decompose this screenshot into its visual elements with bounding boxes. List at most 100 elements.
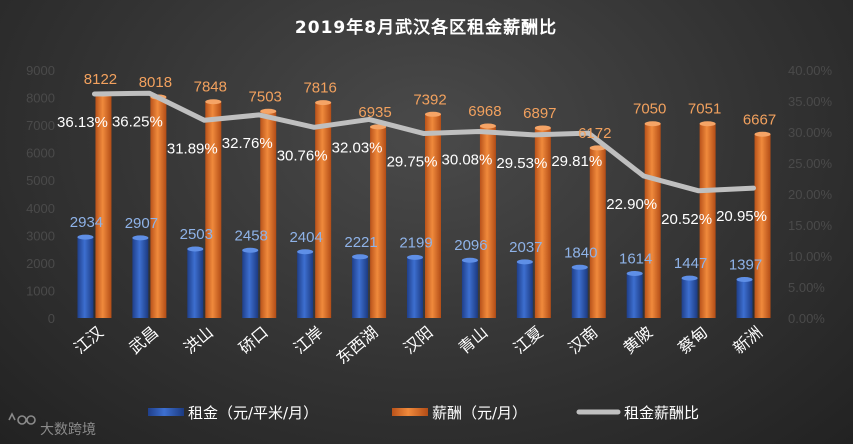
ratio-data-label: 36.13% <box>57 114 108 131</box>
y-left-tick-label: 3000 <box>26 228 55 243</box>
salary-bar-cap <box>754 131 771 137</box>
y-right-tick-label: 20.00% <box>788 187 833 202</box>
rent-bar <box>132 237 149 318</box>
watermark-logo-icon <box>8 412 36 425</box>
data-labels: 2934 8122 2907 8018 2503 7848 2458 7503 2404 7816… <box>57 71 776 273</box>
category-label: 江岸 <box>290 323 327 358</box>
watermark-text: 大数跨境 <box>40 422 96 438</box>
rent-bar-cap <box>132 235 149 241</box>
y-right-tick-label: 15.00% <box>788 218 833 233</box>
ratio-data-label: 29.81% <box>551 153 602 170</box>
rent-bar <box>407 257 423 318</box>
ratio-data-label: 20.95% <box>716 208 767 225</box>
rent-bar-cap <box>297 249 314 255</box>
salary-bar <box>370 126 387 318</box>
rent-bar-cap <box>681 275 698 281</box>
ratio-data-label: 22.90% <box>606 196 657 213</box>
rent-bar <box>352 256 369 318</box>
category-label: 江汉 <box>70 323 107 358</box>
salary-data-label: 7848 <box>194 79 227 96</box>
legend-label-rent: 租金（元/平米/月） <box>188 404 318 422</box>
rent-bar <box>626 273 643 318</box>
chart-title: 2019年8月武汉各区租金薪酬比 <box>295 17 557 38</box>
y-right-tick-label: 30.00% <box>788 125 833 140</box>
salary-bar <box>260 111 277 318</box>
y-right-tick-label: 5.00% <box>788 280 825 295</box>
legend-label-salary: 薪酬（元/月） <box>432 404 527 422</box>
rent-data-label: 2907 <box>125 215 158 232</box>
rent-bar <box>242 250 259 318</box>
ratio-data-label: 30.08% <box>441 152 492 169</box>
rent-bar <box>571 267 588 318</box>
y-right-tick-label: 35.00% <box>788 94 833 109</box>
salary-bar-cap <box>425 111 441 117</box>
category-label: 蔡甸 <box>674 323 711 358</box>
salary-bar-cap <box>534 125 551 131</box>
rent-data-label: 1614 <box>619 251 652 268</box>
salary-data-label: 6935 <box>358 104 391 121</box>
salary-bar-cap <box>644 121 661 127</box>
rent-bar <box>681 278 698 318</box>
rent-bar-cap <box>461 257 478 263</box>
category-label: 洪山 <box>180 323 217 358</box>
salary-bar <box>479 125 496 318</box>
rent-data-label: 1447 <box>674 255 707 272</box>
salary-bar <box>589 147 606 318</box>
legend-label-ratio: 租金薪酬比 <box>624 404 699 422</box>
rent-bar-cap <box>407 254 423 260</box>
y-left-tick-label: 5000 <box>26 173 55 188</box>
category-label: 汉阳 <box>400 323 437 358</box>
rent-bar-cap <box>77 234 94 240</box>
salary-data-label: 6667 <box>743 111 776 128</box>
salary-bar-cap <box>699 121 716 127</box>
category-label: 新洲 <box>729 323 766 358</box>
salary-bar <box>95 94 112 318</box>
ratio-line <box>91 90 757 194</box>
salary-bar <box>644 123 661 318</box>
rent-data-label: 2199 <box>399 234 432 251</box>
x-axis: 江汉 武昌 洪山 硚口 江岸 东西湖 汉阳 青山 江夏 汉南 黄陂 蔡甸 新洲 <box>70 323 766 368</box>
y-right-tick-label: 10.00% <box>788 249 833 264</box>
category-label: 青山 <box>455 323 492 358</box>
salary-bar-cap <box>315 100 332 106</box>
salary-data-label: 6172 <box>578 125 611 142</box>
salary-data-label: 6897 <box>523 105 556 122</box>
rent-data-label: 2096 <box>454 237 487 254</box>
salary-bar <box>425 114 441 319</box>
salary-bar <box>150 97 167 318</box>
rent-data-label: 2037 <box>509 239 542 256</box>
ratio-data-label: 29.75% <box>387 154 438 171</box>
y-right-tick-label: 25.00% <box>788 156 833 171</box>
y-left-tick-label: 7000 <box>26 118 55 133</box>
rent-bar-cap <box>242 247 259 253</box>
salary-data-label: 7503 <box>249 88 282 105</box>
category-label: 汉南 <box>565 323 602 358</box>
salary-bar <box>699 123 716 318</box>
y-right-tick-label: 40.00% <box>788 63 833 78</box>
salary-bar <box>754 134 771 318</box>
ratio-data-label: 20.52% <box>661 211 712 228</box>
salary-bar <box>315 102 332 318</box>
bars <box>77 91 771 319</box>
category-label: 硚口 <box>235 323 272 358</box>
watermark: 大数跨境 <box>8 412 96 438</box>
category-label: 东西湖 <box>333 323 382 368</box>
rent-bar-cap <box>571 264 588 270</box>
rent-bar-cap <box>626 271 643 277</box>
y-left-tick-label: 0 <box>48 311 55 326</box>
salary-bar-cap <box>479 123 496 129</box>
rent-data-label: 2934 <box>70 214 103 231</box>
rent-bar <box>297 251 314 318</box>
rent-data-label: 2221 <box>344 234 377 251</box>
rent-data-label: 1840 <box>564 244 597 261</box>
rent-bar <box>736 279 753 318</box>
ratio-data-label: 31.89% <box>167 140 218 157</box>
salary-data-label: 6968 <box>468 103 501 120</box>
category-label: 武昌 <box>125 323 162 358</box>
legend-swatch-rent <box>148 408 184 416</box>
rent-bar-cap <box>187 246 204 252</box>
salary-bar <box>205 101 222 318</box>
salary-data-label: 7050 <box>633 101 666 118</box>
rent-bar-cap <box>516 259 533 265</box>
